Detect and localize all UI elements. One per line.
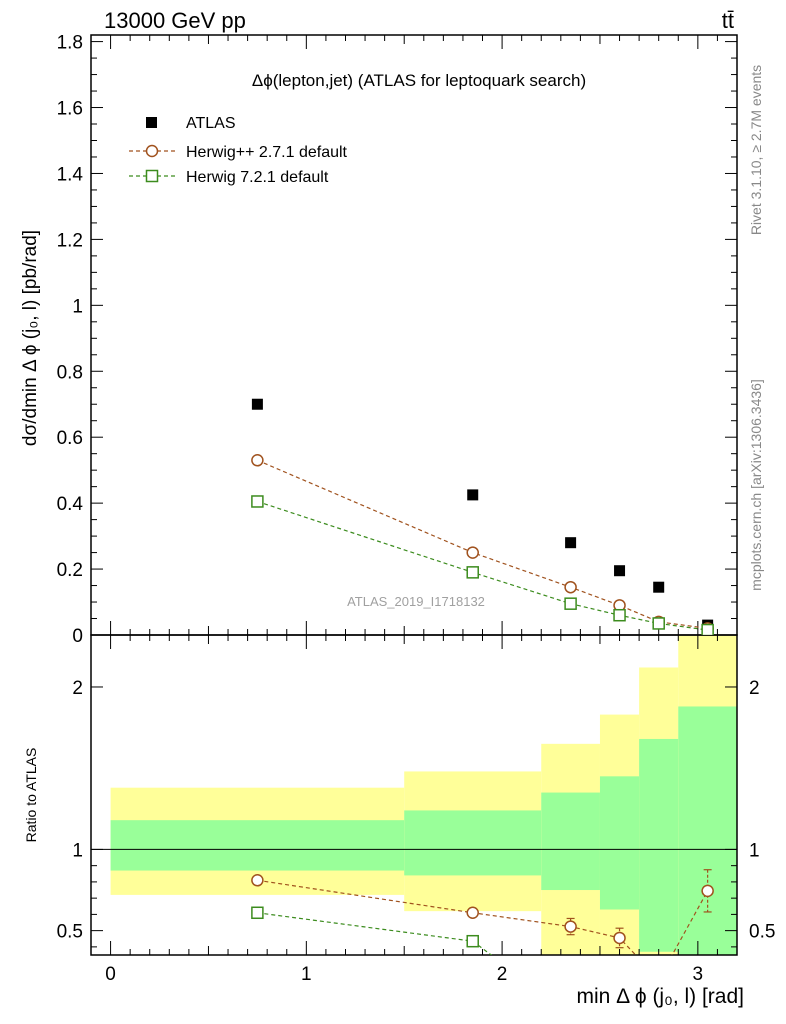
legend: ATLAS Herwig++ 2.7.1 default Herwig 7.2.… (129, 115, 348, 186)
data-point-atlas (653, 581, 665, 593)
ratio-point-herwig-2-7-1-default (251, 874, 264, 887)
data-point-herwig-2-7-1-default (466, 546, 479, 559)
green-band-bin-5 (678, 706, 737, 955)
green-band-bin-2 (541, 792, 600, 891)
axes-frames (90, 34, 738, 956)
legend-label-atlas: ATLAS (186, 115, 236, 132)
ratio-ytick-label-right: 1 (749, 840, 760, 861)
ratio-point-herwig-2-7-1-default (564, 920, 577, 933)
mcplots-label: mcplots.cern.ch [arXiv:1306.3436] (748, 379, 764, 591)
ratio-ytick-label: 2 (72, 678, 83, 699)
data-point-atlas (251, 398, 263, 410)
ratio-ytick-label-right: 2 (749, 678, 760, 699)
legend-label-herwig7: Herwig 7.2.1 default (186, 169, 329, 186)
data-point-atlas (614, 565, 626, 577)
header-energy-label: 13000 GeV pp (104, 8, 246, 33)
green-band-bin-0 (110, 820, 405, 871)
series-line-herwig-7-2-1-default (257, 500, 708, 631)
ratio-point-herwig-7-2-1-default (251, 906, 264, 920)
ratio-point-herwig-2-7-1-default (613, 931, 626, 945)
data-point-atlas (565, 537, 577, 549)
ratio-panel-frame (90, 634, 738, 956)
legend-marker-herwigpp (145, 144, 159, 158)
xtick-label: 3 (693, 964, 704, 985)
x-axis-label: min Δ ϕ (j₀, l) [rad] (576, 985, 744, 1008)
legend-marker-atlas (146, 117, 157, 128)
ratio-y-axis-label: Ratio to ATLAS (23, 748, 39, 843)
axis-tick-labels: 0 0.2 0.4 0.6 0.8 1 1.2 1.4 1.6 1.8 0.5 0.5 1 1 2 2 0 1 2 3 (57, 33, 776, 985)
ratio-series (251, 869, 714, 985)
main-y-axis-label: dσ/dmin Δ ϕ (j₀, l) [pb/rad] (20, 230, 41, 446)
green-band-bin-4 (639, 738, 679, 952)
main-ytick-label: 0.8 (57, 362, 83, 383)
header-process-label: tt̄ (722, 8, 734, 33)
legend-marker-herwig7 (145, 169, 159, 183)
main-ytick-label: 0.4 (57, 494, 84, 515)
data-point-herwig-7-2-1-default (564, 597, 577, 610)
series-line-herwig-2-7-1-default (257, 459, 708, 630)
analysis-watermark: ATLAS_2019_I1718132 (347, 594, 485, 609)
main-ytick-label: 1.2 (57, 230, 83, 251)
main-ytick-label: 1.4 (57, 164, 84, 185)
chart-title: Δϕ(lepton,jet) (ATLAS for leptoquark sea… (252, 71, 586, 90)
ratio-ytick-label-right: 0.5 (749, 922, 775, 943)
main-ytick-label: 0.2 (57, 560, 83, 581)
main-series (251, 398, 714, 635)
main-ytick-label: 1.8 (57, 33, 83, 54)
rivet-version-label: Rivet 3.1.10, ≥ 2.7M events (748, 65, 764, 235)
ratio-point-herwig-2-7-1-default (653, 974, 664, 985)
data-point-herwig-2-7-1-default (564, 580, 577, 594)
data-point-herwig-7-2-1-default (466, 566, 479, 579)
axis-ticks (90, 35, 738, 955)
ratio-ytick-label: 0.5 (57, 922, 83, 943)
uncertainty-bands (110, 635, 737, 955)
data-point-atlas (467, 489, 479, 501)
main-ytick-label: 0.6 (57, 428, 83, 449)
main-ytick-label: 1.6 (57, 99, 83, 120)
green-band-bin-1 (404, 810, 542, 876)
main-ytick-label: 1 (72, 296, 83, 317)
data-point-herwig-7-2-1-default (613, 608, 626, 622)
data-point-herwig-2-7-1-default (251, 454, 264, 467)
ratio-point-herwig-2-7-1-default (701, 884, 714, 898)
green-band-bin-3 (599, 776, 640, 910)
data-point-herwig-7-2-1-default (251, 495, 264, 508)
ratio-point-herwig-7-2-1-default (466, 934, 479, 948)
ratio-ytick-label: 1 (72, 840, 83, 861)
data-point-herwig-7-2-1-default (652, 617, 665, 630)
xtick-label: 1 (301, 964, 312, 985)
main-ytick-label: 0 (72, 626, 83, 647)
ratio-point-herwig-2-7-1-default (466, 906, 479, 920)
xtick-label: 2 (497, 964, 508, 985)
xtick-label: 0 (105, 964, 116, 985)
legend-label-herwigpp: Herwig++ 2.7.1 default (186, 144, 348, 161)
data-point-herwig-7-2-1-default (701, 623, 714, 635)
